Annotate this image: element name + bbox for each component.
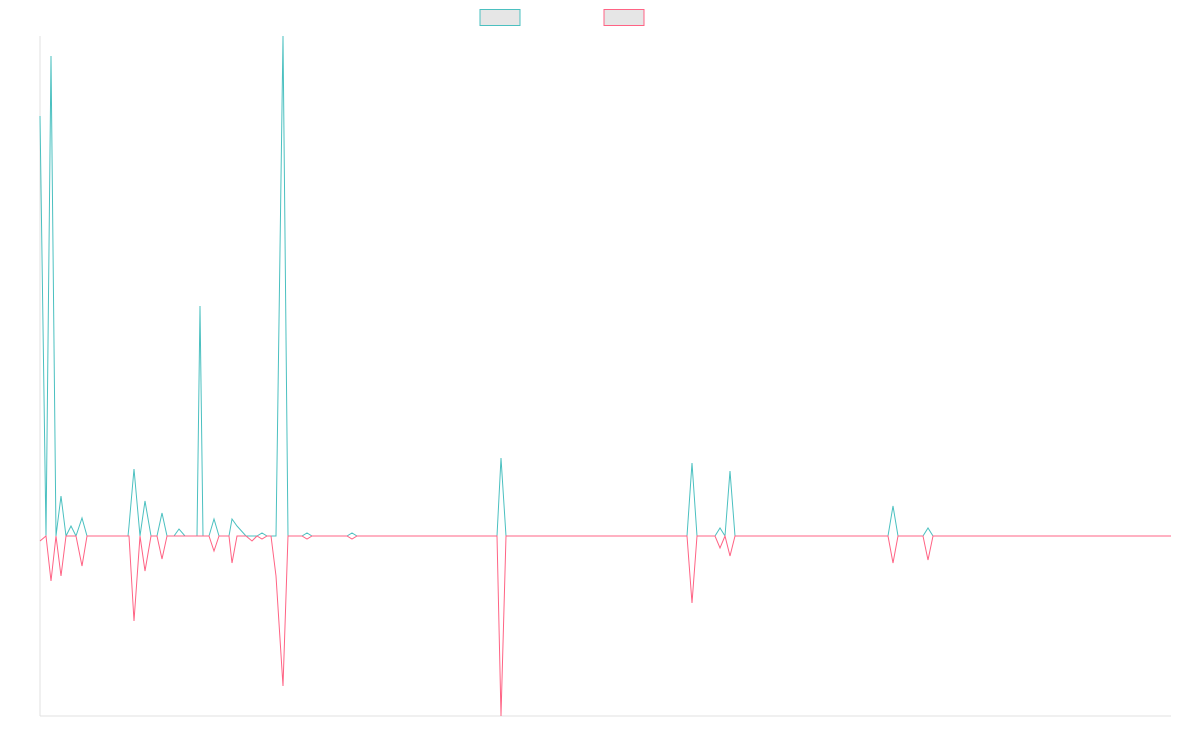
series-line bbox=[39, 534, 1171, 717]
legend-swatch bbox=[479, 9, 521, 26]
legend-swatch bbox=[603, 9, 645, 26]
series-line bbox=[39, 35, 1171, 538]
